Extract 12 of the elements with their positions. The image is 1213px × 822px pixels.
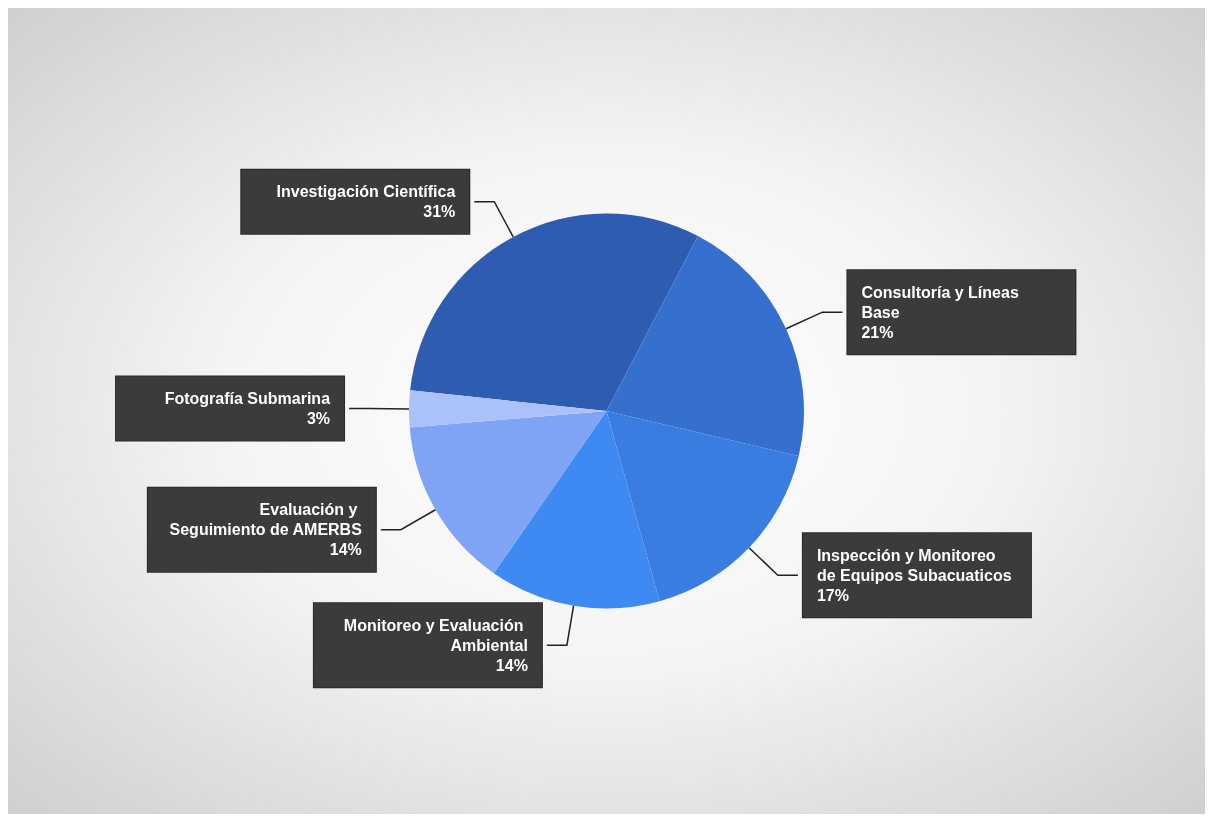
slice-label: Inspección y Monitoreo de Equipos Subacuaticos: [816, 546, 1012, 584]
slice-label: Monitoreo y Evaluación Ambiental: [343, 616, 528, 654]
slice-label: Fotografía Submarina: [164, 390, 331, 408]
data-label: 31%: [423, 203, 456, 221]
data-label: 14%: [495, 656, 528, 674]
data-label: 3%: [306, 410, 331, 428]
data-label: 21%: [861, 323, 894, 341]
slice-label: Investigación Científica: [276, 183, 456, 201]
slice-label: Evaluación y Seguimiento de AMERBS: [169, 501, 363, 539]
data-label: 17%: [816, 586, 849, 604]
data-label: 14%: [329, 541, 362, 559]
slice-label: Consultoría y Líneas Base: [861, 283, 1024, 321]
